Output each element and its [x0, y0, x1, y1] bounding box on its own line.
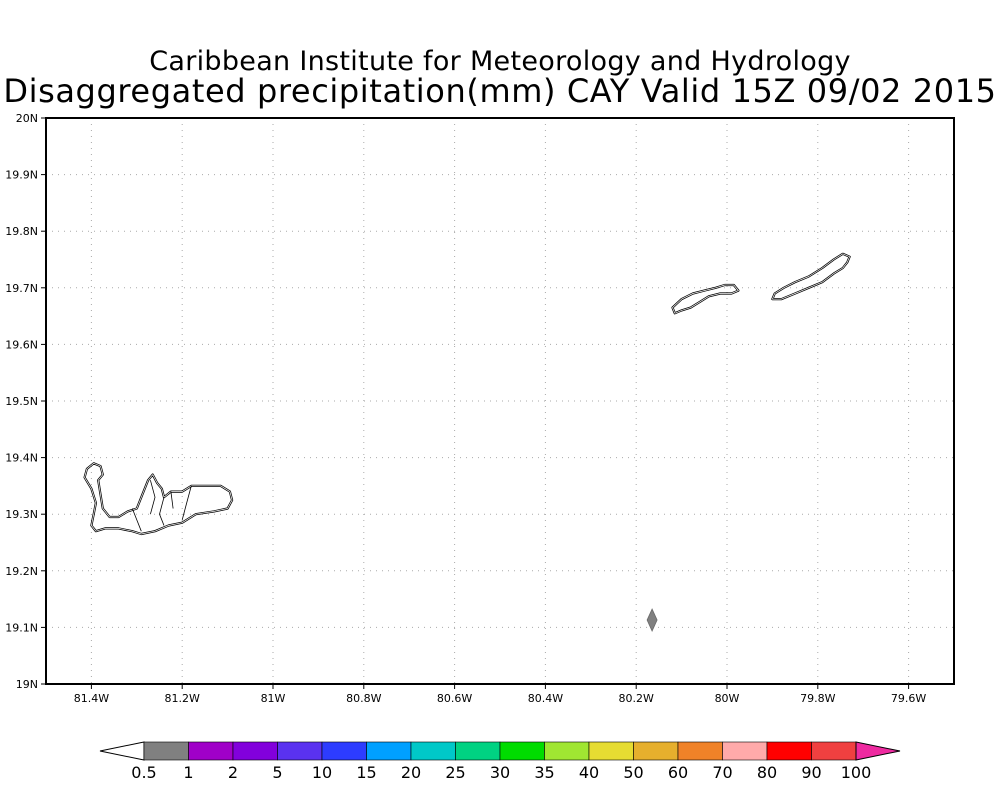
island-grand-cayman-inner — [84, 462, 233, 535]
title-product: Disaggregated precipitation(mm) CAY Vali… — [3, 72, 997, 110]
legend-label: 40 — [579, 763, 599, 782]
lon-tick-label: 81.4W — [74, 692, 109, 705]
district-boundary — [131, 508, 142, 532]
island-grand-cayman — [83, 462, 234, 536]
legend-label: 10 — [312, 763, 332, 782]
island-cayman-brac — [771, 252, 851, 301]
latitude-labels: 19N 19.1N 19.2N 19.3N 19.4N 19.5N 19.6N 19.7N 19… — [5, 112, 46, 691]
lat-tick-label: 19.3N — [5, 508, 38, 521]
legend-swatch — [410, 741, 456, 761]
lon-tick-label: 80.8W — [346, 692, 381, 705]
legend-label: 50 — [623, 763, 643, 782]
legend-label: 60 — [668, 763, 688, 782]
island-cayman-brac-inner — [772, 253, 850, 300]
district-boundary — [159, 497, 165, 526]
lon-tick-label: 81W — [261, 692, 286, 705]
legend-label: 20 — [401, 763, 421, 782]
precip-cell — [646, 608, 658, 633]
lon-tick-label: 79.6W — [891, 692, 926, 705]
precipitation-cells — [646, 608, 658, 633]
legend-swatch — [677, 741, 723, 761]
legend-left-cap — [99, 741, 145, 761]
legend-label: 1 — [183, 763, 193, 782]
legend-label: 5 — [272, 763, 282, 782]
lat-tick-label: 19.6N — [5, 338, 38, 351]
lat-tick-label: 19.2N — [5, 565, 38, 578]
legend-swatch — [766, 741, 812, 761]
island-little-cayman-inner — [672, 284, 739, 314]
legend-swatch — [366, 741, 412, 761]
legend-swatch — [321, 741, 367, 761]
legend-swatch — [499, 741, 545, 761]
island-little-cayman — [671, 283, 740, 315]
legend-label: 70 — [712, 763, 732, 782]
lat-tick-label: 19N — [16, 678, 38, 691]
legend-label: 15 — [356, 763, 376, 782]
legend-swatch — [232, 741, 278, 761]
lon-tick-label: 80W — [715, 692, 740, 705]
legend-label: 90 — [801, 763, 821, 782]
lat-tick-label: 19.8N — [5, 225, 38, 238]
colorbar-legend: 0.5 1 2 5 10 15 20 25 30 35 40 50 60 70 80 90 100 — [99, 741, 901, 782]
lat-tick-label: 19.4N — [5, 452, 38, 465]
lat-tick-label: 19.1N — [5, 621, 38, 634]
legend-swatch — [188, 741, 234, 761]
district-boundary — [181, 485, 192, 521]
lat-tick-label: 19.5N — [5, 395, 38, 408]
legend-right-cap — [855, 741, 901, 761]
grid-lines — [46, 118, 954, 684]
legend-swatch — [633, 741, 679, 761]
district-boundary — [150, 480, 156, 515]
legend-label: 80 — [757, 763, 777, 782]
legend-swatch — [588, 741, 634, 761]
legend-label: 2 — [228, 763, 238, 782]
legend-swatch — [455, 741, 501, 761]
legend-swatch — [722, 741, 768, 761]
lon-tick-label: 81.2W — [165, 692, 200, 705]
legend-swatch — [811, 741, 857, 761]
lon-tick-label: 80.2W — [619, 692, 654, 705]
district-boundary — [170, 491, 174, 509]
longitude-labels: 81.4W 81.2W 81W 80.8W 80.6W 80.4W 80.2W 80W 79.8… — [74, 684, 926, 705]
lon-tick-label: 80.6W — [437, 692, 472, 705]
legend-label: 100 — [841, 763, 872, 782]
legend-label: 0.5 — [131, 763, 156, 782]
coastlines — [83, 252, 851, 536]
lon-tick-label: 79.8W — [800, 692, 835, 705]
legend-swatch — [277, 741, 323, 761]
legend-label: 25 — [445, 763, 465, 782]
lat-tick-label: 19.7N — [5, 282, 38, 295]
lat-tick-label: 19.9N — [5, 169, 38, 182]
legend-swatch — [544, 741, 590, 761]
legend-swatch — [143, 741, 189, 761]
lon-tick-label: 80.4W — [528, 692, 563, 705]
lat-tick-label: 20N — [16, 112, 38, 125]
legend-label: 30 — [490, 763, 510, 782]
legend-label: 35 — [534, 763, 554, 782]
title-institute: Caribbean Institute for Meteorology and … — [149, 46, 851, 77]
